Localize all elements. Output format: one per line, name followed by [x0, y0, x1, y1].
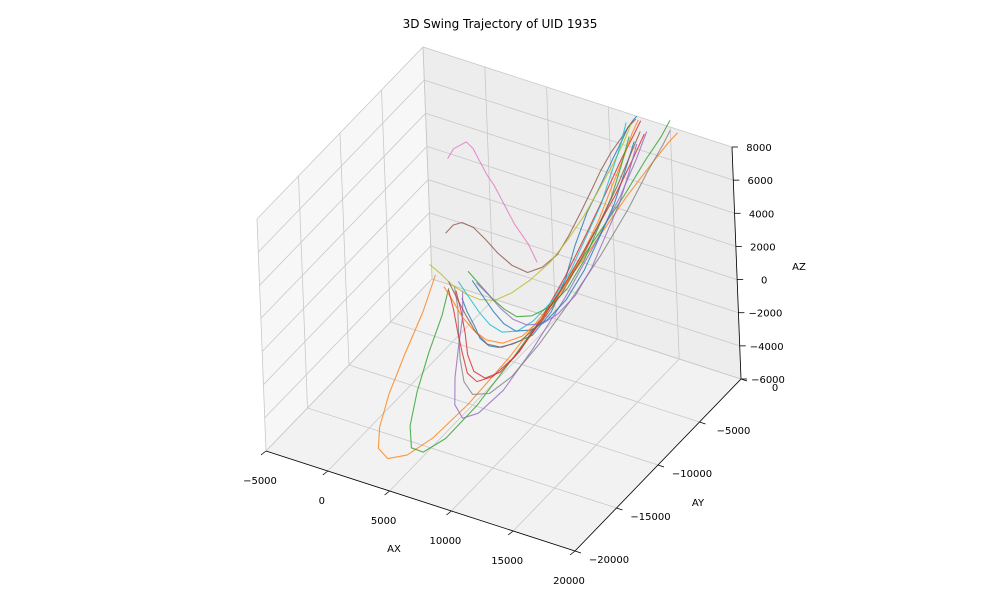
z-axis-line	[731, 146, 742, 380]
z-gridline	[256, 46, 733, 220]
trajectory-line	[445, 118, 637, 274]
z-tick-label: −4000	[750, 342, 784, 353]
chart-title: 3D Swing Trajectory of UID 1935	[403, 17, 598, 31]
z-tick-label: 0	[761, 276, 767, 287]
x-tick-label: 0	[319, 496, 325, 507]
tick-labels: −500005000100001500020000−20000−15000−10…	[243, 143, 785, 587]
trajectory-line	[447, 141, 538, 263]
z-gridline	[259, 112, 735, 286]
z-tick-label: −2000	[749, 309, 783, 320]
trajectory-line	[448, 133, 645, 383]
x-tick-label: 20000	[553, 576, 585, 587]
z-gridline	[261, 179, 738, 352]
z-gridline	[260, 145, 737, 319]
x-tick-label: 15000	[491, 556, 523, 567]
z-tick-label: 4000	[749, 209, 774, 220]
z-tick-label: −6000	[751, 375, 785, 386]
y-axis-label: AY	[692, 498, 705, 509]
trajectory-line	[443, 119, 639, 344]
trajectory-line	[409, 120, 671, 453]
x-tick	[322, 470, 329, 476]
back-pane	[423, 47, 741, 379]
x-tick	[446, 510, 452, 516]
z-tick-label: 8000	[746, 143, 771, 154]
x-tick-label: 10000	[429, 536, 461, 547]
trajectory-line	[377, 132, 678, 460]
z-tick-label: 6000	[748, 176, 773, 187]
x-axis-line	[265, 450, 576, 552]
y-tick-label: −15000	[630, 512, 670, 523]
y-tick-label: −20000	[589, 555, 629, 566]
x-tick	[507, 530, 514, 536]
trajectory-line	[429, 123, 632, 301]
z-axis-label: AZ	[792, 262, 806, 273]
trajectory-line	[453, 130, 671, 395]
trajectory-line	[471, 141, 635, 332]
y-tick-label: −10000	[672, 469, 712, 480]
y-tick	[574, 550, 582, 554]
y-tick	[616, 507, 623, 511]
z-gridline	[258, 79, 734, 253]
z-gridline	[264, 245, 740, 419]
z-tick-label: 2000	[750, 242, 775, 253]
y-tick-label: 0	[772, 383, 778, 394]
y-tick	[699, 421, 706, 425]
trajectory-line	[448, 131, 641, 348]
x-axis-label: AX	[387, 544, 401, 555]
trajectory-line	[454, 131, 648, 419]
x-tick	[569, 550, 576, 556]
x-tick	[260, 450, 267, 456]
x-tick-label: −5000	[243, 476, 277, 487]
x-tick-label: 5000	[371, 516, 396, 527]
y-tick	[657, 464, 665, 468]
trajectory-line	[476, 143, 638, 326]
y-tick-label: −5000	[717, 426, 751, 437]
x-tick	[384, 490, 390, 496]
trajectory-series	[377, 115, 678, 460]
trajectory-line	[455, 120, 642, 379]
z-gridline	[263, 212, 739, 385]
z-gridline	[265, 278, 742, 452]
